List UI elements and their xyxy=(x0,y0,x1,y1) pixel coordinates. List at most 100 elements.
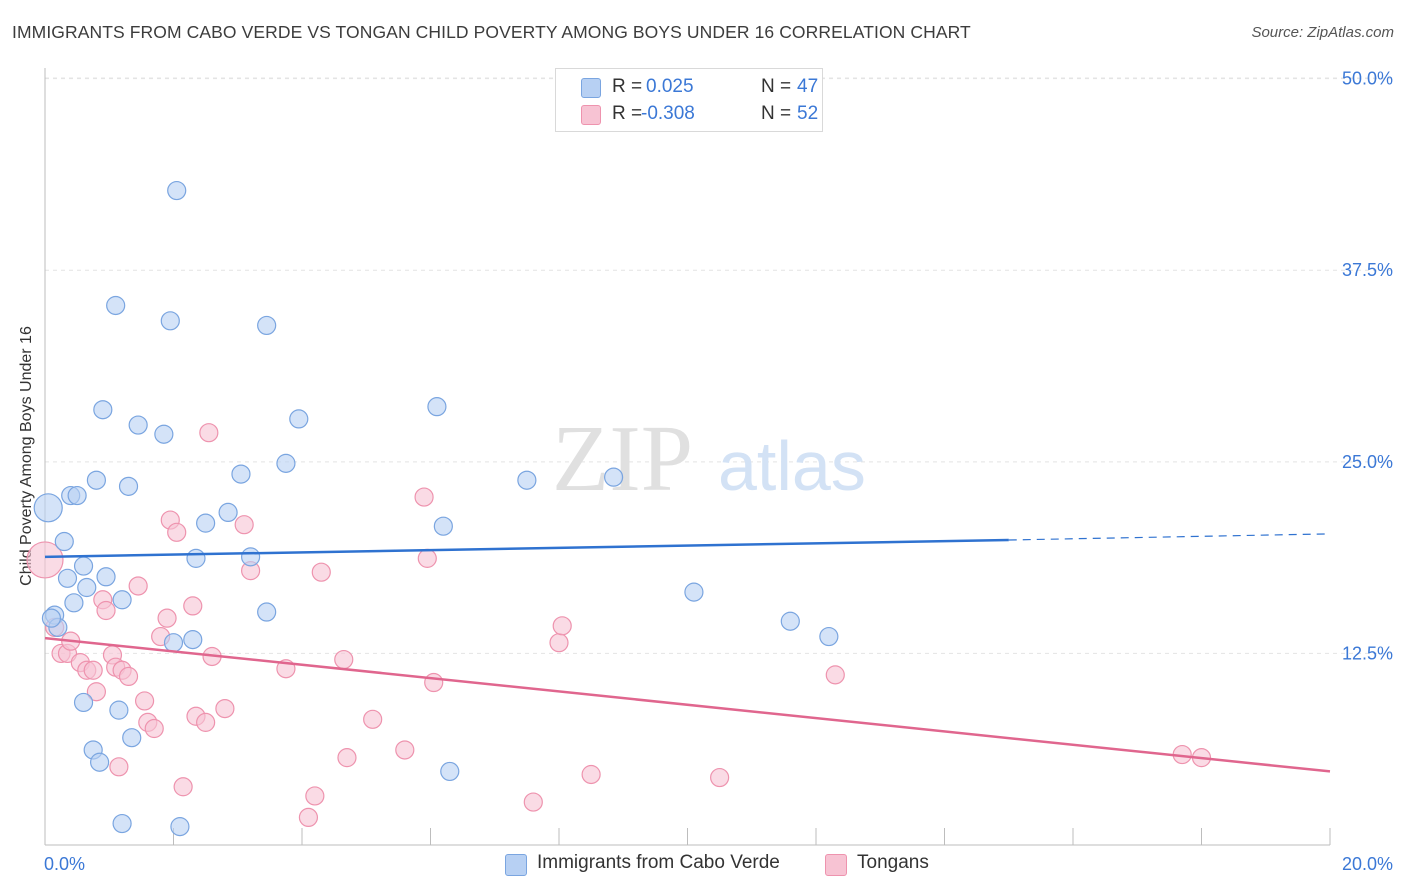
pink-point xyxy=(173,777,193,797)
blue-point xyxy=(106,295,126,316)
pink-points xyxy=(26,423,1212,828)
blue-point xyxy=(128,415,148,435)
pink-trend-line xyxy=(44,636,1331,773)
blue-point xyxy=(96,567,116,587)
blue-point xyxy=(90,752,110,772)
pink-point xyxy=(183,596,203,616)
pink-point xyxy=(83,660,103,680)
blue-point xyxy=(67,485,87,506)
pink-point xyxy=(395,740,415,760)
y-tick-label: 25.0% xyxy=(1342,452,1393,472)
legend-n-label: N = xyxy=(761,76,792,97)
source-label: Source: ZipAtlas.com xyxy=(1251,24,1394,41)
pink-point xyxy=(523,792,543,812)
blue-point xyxy=(780,611,800,631)
blue-point xyxy=(440,761,460,782)
blue-point xyxy=(77,577,97,598)
blue-point xyxy=(154,424,174,444)
blue-point xyxy=(289,409,309,429)
blue-point xyxy=(257,315,277,336)
correlation-legend: R = 0.025 N = 47 R = -0.308 N = 52 xyxy=(555,68,823,132)
pink-point xyxy=(414,487,434,507)
legend-n-value: 47 xyxy=(797,76,819,97)
legend-r-value: -0.308 xyxy=(641,103,695,124)
y-tick-label: 12.5% xyxy=(1342,643,1393,663)
chart-title: IMMIGRANTS FROM CABO VERDE VS TONGAN CHI… xyxy=(12,22,971,42)
blue-point xyxy=(112,590,132,610)
pink-point xyxy=(167,522,187,542)
pink-point xyxy=(549,633,569,653)
watermark-atlas: atlas xyxy=(718,427,866,505)
blue-point xyxy=(118,476,139,496)
pink-point xyxy=(552,616,572,636)
blue-point xyxy=(170,817,190,837)
x-tick-label: 0.0% xyxy=(44,854,85,874)
blue-point xyxy=(41,608,62,628)
blue-point xyxy=(57,568,78,588)
legend-r-label: R = xyxy=(612,76,643,97)
blue-swatch xyxy=(581,78,601,98)
pink-point xyxy=(215,698,235,719)
watermark: ZIP atlas xyxy=(552,407,866,511)
blue-point xyxy=(517,470,537,490)
pink-point xyxy=(334,649,354,670)
pink-point xyxy=(825,665,845,685)
blue-point xyxy=(257,602,277,622)
blue-point xyxy=(604,467,624,487)
blue-point xyxy=(112,813,132,834)
pink-point xyxy=(144,718,164,739)
blue-point xyxy=(276,453,296,473)
legend-r-value: 0.025 xyxy=(646,76,694,97)
blue-point xyxy=(167,180,187,201)
pink-point xyxy=(157,608,177,628)
blue-point xyxy=(427,397,447,417)
blue-point xyxy=(73,692,94,713)
pink-point xyxy=(234,515,254,535)
blue-trend-extension xyxy=(1008,533,1331,541)
blue-point xyxy=(73,556,94,576)
blue-point xyxy=(819,626,839,647)
pink-swatch xyxy=(581,105,601,125)
blue-point xyxy=(64,593,84,613)
blue-point xyxy=(684,582,704,602)
blue-point xyxy=(186,548,206,568)
pink-point xyxy=(305,786,325,806)
trend-lines xyxy=(44,533,1331,773)
pink-point xyxy=(128,576,148,596)
pink-point xyxy=(86,682,107,702)
blue-point xyxy=(218,502,238,523)
pink-point xyxy=(118,666,139,687)
pink-point xyxy=(26,541,64,579)
pink-point xyxy=(424,672,444,693)
blue-point xyxy=(160,311,180,331)
blue-point xyxy=(33,493,63,523)
bottom-legend-label: Tongans xyxy=(857,852,929,873)
legend-n-label: N = xyxy=(761,103,792,124)
y-tick-label: 37.5% xyxy=(1342,260,1393,280)
pink-swatch xyxy=(825,854,847,876)
blue-point xyxy=(433,516,453,536)
pink-point xyxy=(298,807,319,828)
axes xyxy=(44,68,1331,846)
blue-point xyxy=(122,728,142,748)
pink-point xyxy=(337,748,357,768)
blue-point xyxy=(54,531,74,552)
blue-point xyxy=(183,630,203,650)
blue-points xyxy=(33,180,839,837)
pink-point xyxy=(196,712,216,732)
watermark-zip: ZIP xyxy=(552,407,693,511)
legend-r-label: R = xyxy=(612,103,643,124)
pink-point xyxy=(109,757,129,777)
blue-swatch xyxy=(505,854,527,876)
blue-point xyxy=(241,547,261,567)
pink-point xyxy=(363,709,383,729)
pink-point xyxy=(581,764,601,785)
blue-point xyxy=(196,513,216,533)
pink-point xyxy=(96,600,116,621)
blue-point xyxy=(231,464,251,484)
x-tick-label: 20.0% xyxy=(1342,854,1393,874)
pink-point xyxy=(199,423,219,443)
y-tick-label: 50.0% xyxy=(1342,69,1393,89)
blue-point xyxy=(93,400,113,420)
